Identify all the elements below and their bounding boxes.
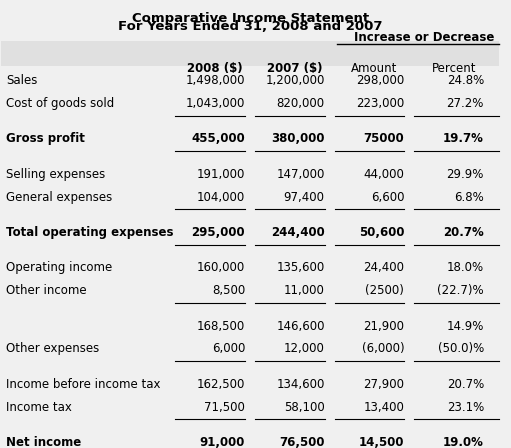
Text: 1,043,000: 1,043,000 [186, 97, 245, 110]
Text: Income tax: Income tax [6, 401, 72, 414]
Text: Operating income: Operating income [6, 261, 112, 274]
Text: Amount: Amount [351, 62, 398, 75]
Text: 191,000: 191,000 [197, 168, 245, 181]
Text: Increase or Decrease: Increase or Decrease [354, 30, 495, 43]
FancyBboxPatch shape [2, 42, 499, 66]
Text: 134,600: 134,600 [276, 378, 324, 391]
Text: 1,498,000: 1,498,000 [185, 74, 245, 87]
Text: 14,500: 14,500 [359, 436, 404, 448]
Text: Sales: Sales [6, 74, 38, 87]
Text: 1,200,000: 1,200,000 [265, 74, 324, 87]
Text: 168,500: 168,500 [197, 319, 245, 332]
Text: 71,500: 71,500 [204, 401, 245, 414]
Text: Gross profit: Gross profit [6, 132, 85, 145]
Text: 18.0%: 18.0% [447, 261, 484, 274]
Text: Selling expenses: Selling expenses [6, 168, 106, 181]
Text: 6,000: 6,000 [212, 342, 245, 355]
Text: 380,000: 380,000 [271, 132, 324, 145]
Text: 21,900: 21,900 [363, 319, 404, 332]
Text: 223,000: 223,000 [356, 97, 404, 110]
Text: 12,000: 12,000 [284, 342, 324, 355]
Text: 24,400: 24,400 [363, 261, 404, 274]
Text: Other income: Other income [6, 284, 87, 297]
Text: 8,500: 8,500 [212, 284, 245, 297]
Text: (22.7)%: (22.7)% [437, 284, 484, 297]
Text: 27.2%: 27.2% [447, 97, 484, 110]
Text: 2008 ($): 2008 ($) [188, 62, 243, 75]
Text: 23.1%: 23.1% [447, 401, 484, 414]
Text: Percent: Percent [432, 62, 476, 75]
Text: 19.7%: 19.7% [443, 132, 484, 145]
Text: 24.8%: 24.8% [447, 74, 484, 87]
Text: 160,000: 160,000 [197, 261, 245, 274]
Text: Other expenses: Other expenses [6, 342, 100, 355]
Text: 97,400: 97,400 [284, 190, 324, 203]
Text: 50,600: 50,600 [359, 226, 404, 239]
Text: Cost of goods sold: Cost of goods sold [6, 97, 114, 110]
Text: 295,000: 295,000 [192, 226, 245, 239]
Text: 75000: 75000 [363, 132, 404, 145]
Text: 58,100: 58,100 [284, 401, 324, 414]
Text: 27,900: 27,900 [363, 378, 404, 391]
Text: 135,600: 135,600 [276, 261, 324, 274]
Text: 11,000: 11,000 [284, 284, 324, 297]
Text: 6,600: 6,600 [371, 190, 404, 203]
Text: Income before income tax: Income before income tax [6, 378, 161, 391]
Text: (50.0)%: (50.0)% [437, 342, 484, 355]
Text: 14.9%: 14.9% [447, 319, 484, 332]
Text: 13,400: 13,400 [363, 401, 404, 414]
Text: Net income: Net income [6, 436, 82, 448]
Text: 162,500: 162,500 [197, 378, 245, 391]
Text: 91,000: 91,000 [200, 436, 245, 448]
Text: 44,000: 44,000 [363, 168, 404, 181]
Text: Comparative Income Statement: Comparative Income Statement [131, 12, 368, 25]
Text: 20.7%: 20.7% [443, 226, 484, 239]
Text: 104,000: 104,000 [197, 190, 245, 203]
Text: 20.7%: 20.7% [447, 378, 484, 391]
Text: 298,000: 298,000 [356, 74, 404, 87]
Text: 820,000: 820,000 [276, 97, 324, 110]
Text: 2007 ($): 2007 ($) [267, 62, 322, 75]
Text: (6,000): (6,000) [362, 342, 404, 355]
Text: 147,000: 147,000 [276, 168, 324, 181]
Text: For Years Ended 31, 2008 and 2007: For Years Ended 31, 2008 and 2007 [118, 20, 382, 33]
Text: 29.9%: 29.9% [447, 168, 484, 181]
Text: General expenses: General expenses [6, 190, 112, 203]
Text: 244,400: 244,400 [271, 226, 324, 239]
Text: 19.0%: 19.0% [443, 436, 484, 448]
Text: 146,600: 146,600 [276, 319, 324, 332]
Text: 76,500: 76,500 [279, 436, 324, 448]
Text: (2500): (2500) [365, 284, 404, 297]
Text: Total operating expenses: Total operating expenses [6, 226, 174, 239]
Text: 6.8%: 6.8% [454, 190, 484, 203]
Text: 455,000: 455,000 [192, 132, 245, 145]
